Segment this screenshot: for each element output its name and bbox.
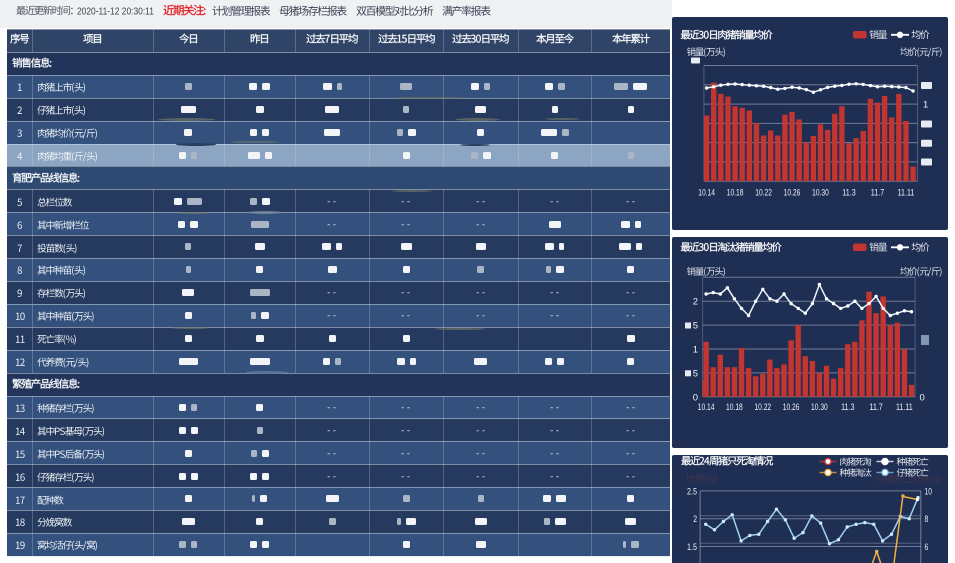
svg-text:1: 1 bbox=[693, 345, 698, 356]
svg-text:- -: - - bbox=[626, 311, 635, 322]
svg-text:2020-11-12 20:30:11: 2020-11-12 20:30:11 bbox=[77, 6, 154, 17]
svg-text:- -: - - bbox=[476, 196, 485, 207]
svg-text:- -: - - bbox=[476, 311, 485, 322]
svg-text:- -: - - bbox=[328, 196, 337, 207]
svg-text:- -: - - bbox=[550, 471, 559, 482]
svg-text:10.30: 10.30 bbox=[812, 188, 829, 199]
svg-text:- -: - - bbox=[550, 448, 559, 459]
svg-text:- -: - - bbox=[402, 425, 411, 436]
svg-text:- -: - - bbox=[402, 288, 411, 299]
svg-text:- -: - - bbox=[402, 196, 411, 207]
svg-text:11.11: 11.11 bbox=[898, 188, 915, 199]
svg-text:11.7: 11.7 bbox=[869, 402, 882, 413]
svg-text:1.5: 1.5 bbox=[687, 542, 697, 553]
svg-text:- -: - - bbox=[626, 402, 635, 413]
svg-text:10.26: 10.26 bbox=[784, 188, 801, 199]
svg-text:0: 0 bbox=[920, 392, 925, 403]
svg-text:10: 10 bbox=[925, 486, 932, 497]
svg-text:2: 2 bbox=[693, 297, 698, 308]
svg-text:- -: - - bbox=[626, 471, 635, 482]
svg-text:2: 2 bbox=[693, 514, 697, 525]
svg-text:- -: - - bbox=[402, 448, 411, 459]
svg-text:- -: - - bbox=[328, 425, 337, 436]
svg-text:- -: - - bbox=[626, 448, 635, 459]
svg-text:- -: - - bbox=[402, 311, 411, 322]
svg-text:- -: - - bbox=[476, 425, 485, 436]
svg-text:- -: - - bbox=[328, 311, 337, 322]
svg-text:10.18: 10.18 bbox=[727, 188, 744, 199]
svg-text:2.5: 2.5 bbox=[687, 486, 697, 497]
svg-text:10.22: 10.22 bbox=[754, 402, 771, 413]
svg-text:10.14: 10.14 bbox=[698, 188, 715, 199]
svg-text:- -: - - bbox=[550, 196, 559, 207]
svg-text:- -: - - bbox=[476, 288, 485, 299]
svg-text:- -: - - bbox=[476, 448, 485, 459]
svg-text:6: 6 bbox=[925, 542, 929, 553]
svg-text:- -: - - bbox=[626, 288, 635, 299]
svg-text:- -: - - bbox=[476, 402, 485, 413]
svg-text:- -: - - bbox=[328, 288, 337, 299]
svg-text:5: 5 bbox=[693, 321, 698, 332]
svg-text:11.3: 11.3 bbox=[842, 188, 855, 199]
svg-text:- -: - - bbox=[402, 219, 411, 230]
svg-text:1: 1 bbox=[923, 100, 928, 111]
svg-text:10.22: 10.22 bbox=[755, 188, 772, 199]
svg-text:- -: - - bbox=[328, 402, 337, 413]
svg-text:8: 8 bbox=[925, 514, 929, 525]
svg-text:10.18: 10.18 bbox=[726, 402, 743, 413]
svg-text:11.11: 11.11 bbox=[896, 402, 913, 413]
svg-text:- -: - - bbox=[626, 425, 635, 436]
svg-text:- -: - - bbox=[328, 448, 337, 459]
svg-text:- -: - - bbox=[550, 288, 559, 299]
svg-text:- -: - - bbox=[328, 219, 337, 230]
svg-text:- -: - - bbox=[476, 471, 485, 482]
svg-text:10.26: 10.26 bbox=[783, 402, 800, 413]
svg-text:10.30: 10.30 bbox=[811, 402, 828, 413]
svg-text:- -: - - bbox=[550, 425, 559, 436]
svg-text:0: 0 bbox=[693, 392, 698, 403]
svg-text:- -: - - bbox=[550, 311, 559, 322]
svg-text:5: 5 bbox=[693, 368, 698, 379]
svg-text:11.3: 11.3 bbox=[841, 402, 854, 413]
svg-text:- -: - - bbox=[328, 471, 337, 482]
svg-text:- -: - - bbox=[550, 402, 559, 413]
svg-text:- -: - - bbox=[402, 402, 411, 413]
svg-text:- -: - - bbox=[626, 196, 635, 207]
svg-text:11.7: 11.7 bbox=[871, 188, 884, 199]
svg-text:- -: - - bbox=[402, 471, 411, 482]
svg-text:- -: - - bbox=[476, 219, 485, 230]
svg-text:10.14: 10.14 bbox=[698, 402, 715, 413]
